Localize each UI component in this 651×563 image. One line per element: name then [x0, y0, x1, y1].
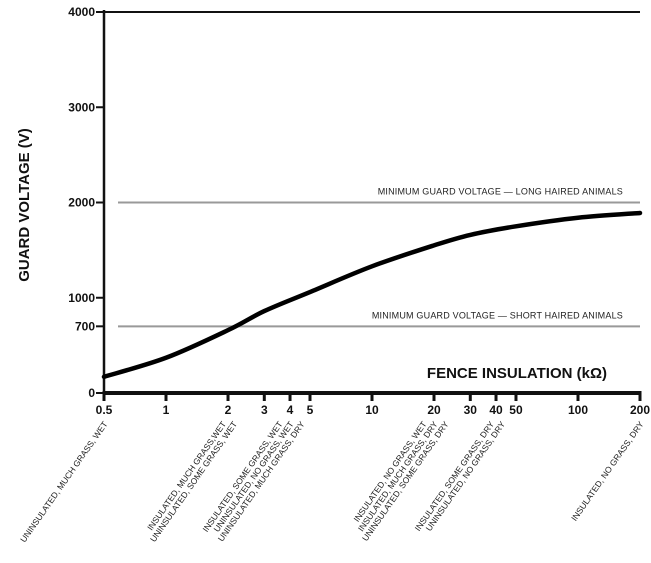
x-tick-label-1: 1 — [163, 403, 170, 417]
y-tick-label-2000: 2000 — [68, 196, 95, 210]
y-tick-label-3000: 3000 — [68, 100, 95, 114]
x-tick-label-0.5: 0.5 — [96, 403, 113, 417]
reference-line-label-700: MINIMUM GUARD VOLTAGE — SHORT HAIRED ANI… — [372, 310, 623, 320]
x-tick-label-200: 200 — [630, 403, 650, 417]
condition-labels-group: UNINSULATED, MUCH GRASS, WET INSULATED, M… — [18, 419, 646, 544]
y-tick-label-0: 0 — [88, 386, 95, 400]
y-ticks-group: 0 700 1000 2000 3000 4000 — [68, 5, 104, 400]
x-tick-label-20: 20 — [427, 403, 441, 417]
x-tick-label-100: 100 — [568, 403, 588, 417]
series-line-0 — [101, 210, 643, 380]
reference-lines-group: MINIMUM GUARD VOLTAGE — LONG HAIRED ANIM… — [118, 187, 640, 328]
x-tick-label-40: 40 — [489, 403, 503, 417]
x-tick-label-30: 30 — [464, 403, 478, 417]
x-tick-label-2: 2 — [225, 403, 232, 417]
x-ticks-group: 0.5 1 2 3 4 5 10 20 30 40 50 100 200 — [96, 391, 650, 417]
x-tick-label-3: 3 — [261, 403, 268, 417]
x-tick-label-50: 50 — [509, 403, 523, 417]
x-tick-label-10: 10 — [365, 403, 379, 417]
y-axis-title: GUARD VOLTAGE (V) — [16, 128, 33, 282]
series-group — [101, 210, 643, 380]
x-tick-label-4: 4 — [287, 403, 294, 417]
condition-label: UNINSULATED, MUCH GRASS, WET — [18, 419, 110, 544]
y-tick-label-4000: 4000 — [68, 5, 95, 19]
y-tick-label-1000: 1000 — [68, 291, 95, 305]
y-tick-label-700: 700 — [75, 319, 95, 333]
condition-label: INSULATED, NO GRASS, DRY — [569, 419, 646, 523]
x-tick-label-5: 5 — [307, 403, 314, 417]
reference-line-label-2000: MINIMUM GUARD VOLTAGE — LONG HAIRED ANIM… — [378, 187, 623, 197]
x-axis-title: FENCE INSULATION (kΩ) — [427, 365, 607, 382]
